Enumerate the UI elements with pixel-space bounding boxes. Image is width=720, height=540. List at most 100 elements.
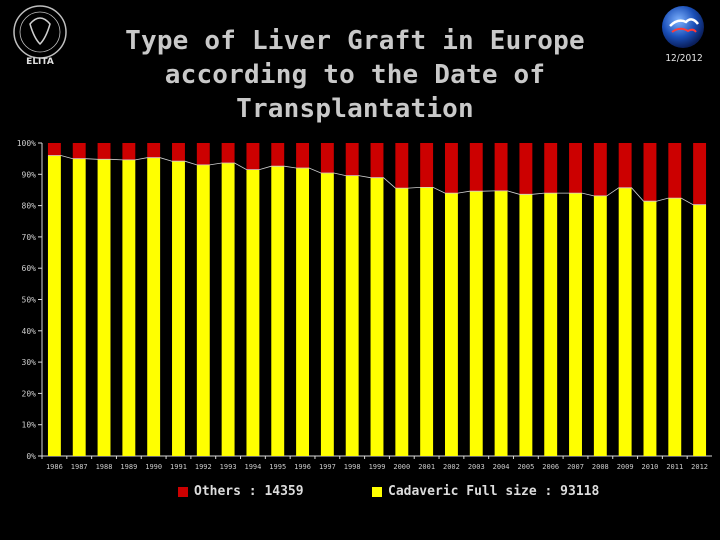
x-tick-label: 1997	[319, 463, 336, 471]
x-tick-label: 1999	[369, 463, 386, 471]
x-tick-label: 2009	[617, 463, 634, 471]
bar-others	[618, 143, 632, 188]
legend-swatch-others	[178, 486, 188, 497]
bar-others	[271, 143, 285, 167]
bar-others	[668, 143, 682, 199]
bar-cadaveric	[320, 173, 334, 456]
y-tick-label: 20%	[22, 389, 37, 398]
stacked-bar-chart: 0% 10% 20% 30% 40% 50% 60% 70% 80% 90% 100% 1986 198…	[17, 139, 712, 471]
bar-cadaveric	[296, 168, 310, 456]
elita-logo: ELITA	[13, 5, 67, 67]
bar-others	[72, 143, 86, 159]
bar-others	[345, 143, 359, 176]
bar-others	[643, 143, 657, 202]
bar-others	[246, 143, 260, 170]
date-label: 12/2012	[665, 53, 703, 64]
bar-others	[122, 143, 136, 160]
bar-cadaveric	[693, 204, 707, 456]
bar-cadaveric	[395, 188, 409, 456]
x-tick-label: 2011	[666, 463, 683, 471]
x-tick-label: 2000	[393, 463, 410, 471]
bar-cadaveric	[147, 157, 161, 456]
page-title: Type of Liver Graft in Europe according …	[40, 24, 670, 126]
x-tick-label: 1986	[46, 463, 63, 471]
x-tick-label: 2005	[517, 463, 534, 471]
x-tick-label: 2003	[468, 463, 485, 471]
y-tick-label: 0%	[26, 452, 36, 461]
x-tick-label: 1988	[96, 463, 113, 471]
bar-others	[147, 143, 161, 158]
bar-others	[172, 143, 185, 162]
bar-cadaveric	[569, 193, 582, 456]
bar-others	[296, 143, 310, 169]
x-tick-label: 2006	[542, 463, 559, 471]
legend-label-cadaveric: Cadaveric Full size : 93118	[388, 484, 600, 499]
bar-cadaveric	[271, 166, 285, 457]
bar-cadaveric	[97, 159, 111, 456]
bar-others	[544, 143, 558, 194]
bar-others	[569, 143, 582, 194]
bar-cadaveric	[122, 159, 136, 456]
legend-item-others: Others : 14359	[178, 484, 304, 499]
x-tick-label: 2001	[418, 463, 435, 471]
bar-cadaveric	[643, 201, 657, 456]
y-tick-label: 60%	[22, 264, 37, 273]
bar-cadaveric	[519, 194, 533, 456]
bar-others	[370, 143, 384, 178]
x-tick-label: 1993	[220, 463, 237, 471]
chart-legend: Others : 14359 Cadaveric Full size : 931…	[0, 484, 720, 502]
bar-cadaveric	[544, 193, 558, 456]
x-tick-label: 1996	[294, 463, 311, 471]
bar-others	[97, 143, 111, 160]
bar-others	[519, 143, 533, 195]
bar-others	[196, 143, 210, 165]
elita-logo-text: ELITA	[26, 57, 54, 67]
x-tick-label: 1987	[71, 463, 88, 471]
title-line-1: Type of Liver Graft in Europe	[125, 26, 585, 56]
bar-others	[494, 143, 508, 191]
legend-label-others: Others : 14359	[194, 484, 304, 499]
y-tick-label: 100%	[17, 139, 36, 148]
series-connector-line	[48, 155, 706, 206]
legend-item-cadaveric: Cadaveric Full size : 93118	[372, 484, 599, 499]
bar-cadaveric	[172, 161, 185, 456]
bar-cadaveric	[618, 187, 632, 456]
x-tick-label: 1998	[344, 463, 361, 471]
bar-cadaveric	[494, 190, 508, 456]
x-tick-label: 1990	[145, 463, 162, 471]
bar-others	[320, 143, 334, 174]
x-tick-label: 1992	[195, 463, 212, 471]
x-tick-label: 2007	[567, 463, 584, 471]
y-tick-label: 40%	[22, 327, 37, 336]
x-tick-label: 2008	[592, 463, 609, 471]
x-tick-label: 1989	[120, 463, 137, 471]
bar-cadaveric	[345, 175, 359, 456]
bar-others	[420, 143, 434, 188]
x-tick-label: 1994	[244, 463, 261, 471]
bar-cadaveric	[444, 193, 458, 456]
bar-cadaveric	[47, 155, 61, 456]
legend-swatch-cadaveric	[372, 486, 382, 497]
bar-cadaveric	[593, 195, 607, 456]
x-tick-label: 2002	[443, 463, 460, 471]
bar-cadaveric	[72, 158, 86, 456]
bar-others	[693, 143, 707, 205]
bar-cadaveric	[196, 164, 210, 456]
y-tick-label: 70%	[22, 233, 37, 242]
y-tick-label: 30%	[22, 358, 37, 367]
bar-others	[444, 143, 458, 194]
y-tick-label: 50%	[22, 296, 37, 305]
bar-others	[221, 143, 235, 164]
bar-others	[395, 143, 409, 189]
bar-cadaveric	[420, 187, 434, 457]
y-tick-label: 10%	[22, 421, 37, 430]
y-tick-label: 80%	[22, 202, 37, 211]
x-tick-label: 2004	[493, 463, 510, 471]
bar-cadaveric	[668, 198, 682, 456]
bar-others	[593, 143, 607, 196]
bar-cadaveric	[221, 163, 235, 457]
bar-others	[469, 143, 483, 192]
x-tick-label: 2010	[642, 463, 659, 471]
globe-logo-icon	[662, 6, 704, 48]
bar-cadaveric	[246, 169, 260, 457]
